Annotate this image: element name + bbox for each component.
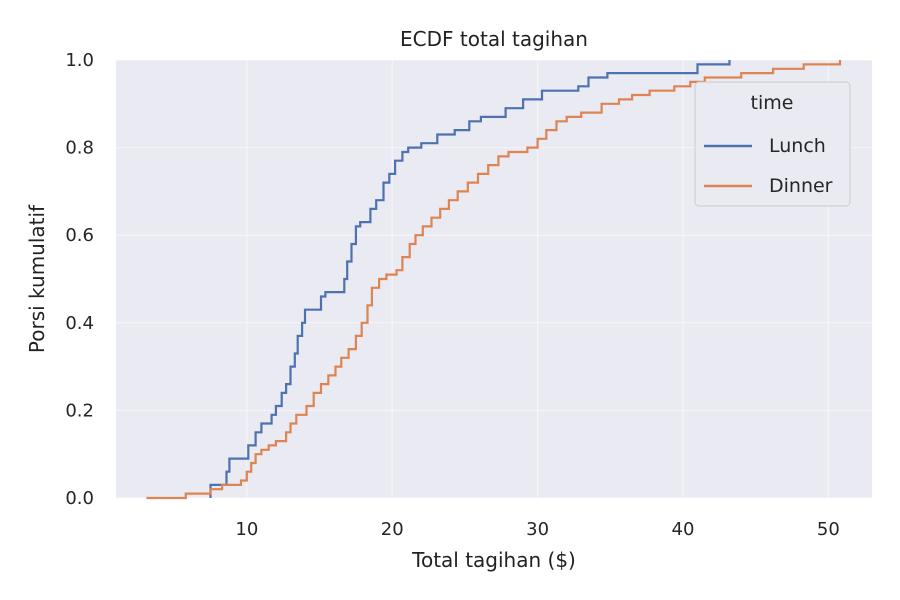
series-line-dinner xyxy=(146,60,842,500)
x-tick-label: 20 xyxy=(381,519,404,540)
y-tick-label: 0.4 xyxy=(65,313,94,334)
legend-label-lunch: Lunch xyxy=(769,135,826,157)
series-line-lunch xyxy=(209,60,731,498)
chart-title: ECDF total tagihan xyxy=(400,27,588,51)
y-tick-label: 1.0 xyxy=(65,50,94,71)
x-tick-label: 30 xyxy=(526,519,549,540)
x-tick-label: 10 xyxy=(235,519,258,540)
series-lines xyxy=(146,60,842,500)
legend-box xyxy=(694,81,851,207)
legend-label-dinner: Dinner xyxy=(769,175,833,197)
y-tick-label: 0.0 xyxy=(65,488,94,509)
x-axis-label: Total tagihan ($) xyxy=(411,548,576,572)
tick-labels: 10 20 30 40 50 0.0 0.2 0.4 0.6 0.8 1.0 xyxy=(65,50,839,540)
y-tick-label: 0.2 xyxy=(65,400,94,421)
y-tick-label: 0.8 xyxy=(65,138,94,159)
legend: time Lunch Dinner xyxy=(694,81,851,207)
y-tick-label: 0.6 xyxy=(65,225,94,246)
y-axis-label: Porsi kumulatif xyxy=(25,204,49,353)
x-tick-label: 40 xyxy=(672,519,695,540)
legend-title: time xyxy=(751,92,794,114)
x-tick-label: 50 xyxy=(817,519,840,540)
